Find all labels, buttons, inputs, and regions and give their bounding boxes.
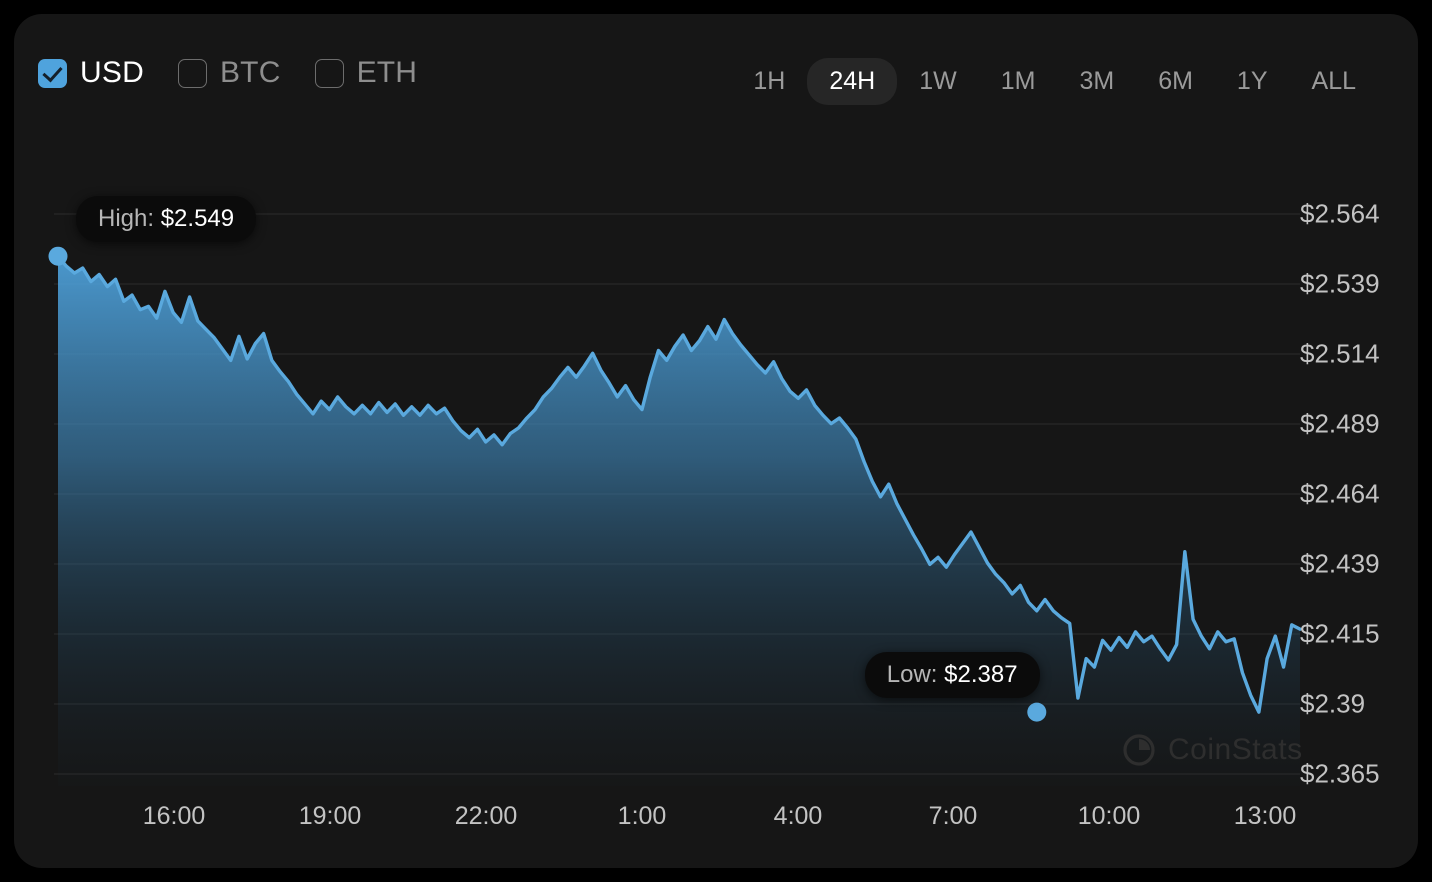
currency-label-btc: BTC bbox=[219, 56, 281, 89]
currency-label-usd: USD bbox=[80, 56, 144, 89]
time-range-selector: 1H 24H 1W 1M 3M 6M 1Y ALL bbox=[731, 58, 1378, 105]
range-button-24h[interactable]: 24H bbox=[807, 58, 898, 105]
checkbox-unchecked-icon[interactable] bbox=[177, 58, 207, 88]
currency-option-eth[interactable]: ETH bbox=[314, 56, 418, 89]
range-button-1m[interactable]: 1M bbox=[1000, 67, 1036, 95]
high-point-marker bbox=[48, 246, 68, 266]
currency-option-usd[interactable]: USD bbox=[38, 58, 144, 88]
high-tooltip-key: High: bbox=[98, 205, 155, 233]
low-point-marker bbox=[1027, 702, 1047, 722]
price-chart[interactable]: $2.564 $2.539 $2.514 $2.489 $2.464 $2.439 $2.4… bbox=[14, 118, 1418, 868]
range-button-1y[interactable]: 1Y bbox=[1236, 67, 1268, 95]
high-tooltip: High: $2.549 bbox=[76, 196, 257, 243]
price-chart-card: USD BTC ETH 1H 24H 1W 1M 3M 6M 1Y bbox=[14, 14, 1418, 868]
range-button-1h[interactable]: 1H bbox=[753, 67, 786, 95]
range-button-6m[interactable]: 6M bbox=[1158, 67, 1193, 95]
range-button-3m[interactable]: 3M bbox=[1079, 67, 1115, 95]
high-tooltip-value: $2.549 bbox=[160, 205, 235, 233]
low-tooltip: Low: $2.387 bbox=[864, 652, 1040, 699]
chart-toolbar: USD BTC ETH 1H 24H 1W 1M 3M 6M 1Y bbox=[14, 14, 1418, 118]
range-button-all[interactable]: ALL bbox=[1311, 67, 1356, 95]
chart-line bbox=[56, 254, 1302, 714]
low-tooltip-key: Low: bbox=[886, 661, 938, 689]
low-tooltip-value: $2.387 bbox=[944, 661, 1018, 689]
currency-selector-group: USD BTC ETH bbox=[38, 58, 451, 88]
checkbox-checked-icon[interactable] bbox=[38, 58, 67, 88]
chart-area-fill bbox=[58, 256, 1300, 786]
currency-label-eth: ETH bbox=[356, 56, 418, 89]
currency-option-btc[interactable]: BTC bbox=[177, 56, 281, 89]
range-button-1w[interactable]: 1W bbox=[919, 67, 957, 95]
checkbox-unchecked-icon[interactable] bbox=[314, 58, 344, 88]
